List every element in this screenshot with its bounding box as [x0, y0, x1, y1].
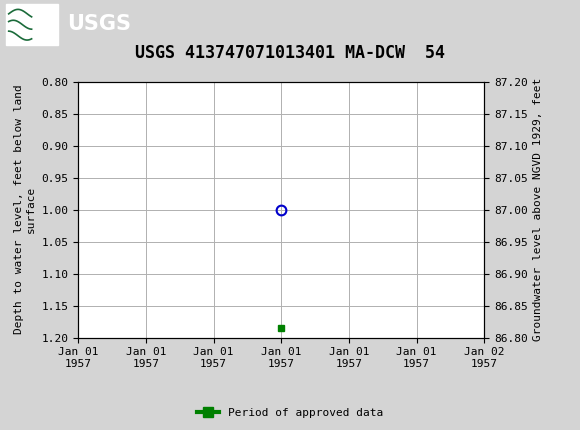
Y-axis label: Groundwater level above NGVD 1929, feet: Groundwater level above NGVD 1929, feet: [534, 78, 543, 341]
FancyBboxPatch shape: [6, 4, 58, 46]
Y-axis label: Depth to water level, feet below land
surface: Depth to water level, feet below land su…: [14, 85, 36, 335]
Legend: Period of approved data: Period of approved data: [193, 403, 387, 422]
Text: USGS 413747071013401 MA-DCW  54: USGS 413747071013401 MA-DCW 54: [135, 44, 445, 62]
Text: USGS: USGS: [67, 14, 130, 34]
